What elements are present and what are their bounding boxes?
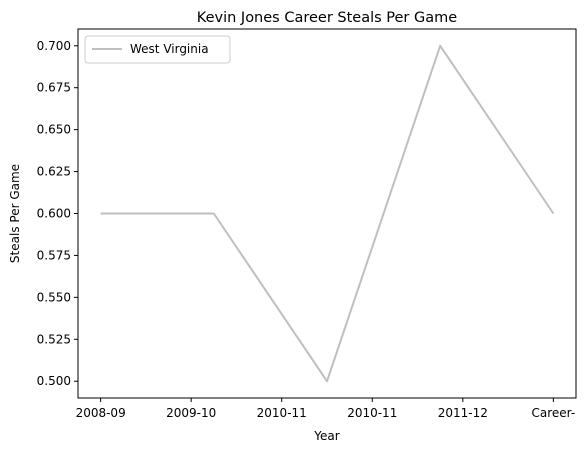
y-axis: 0.500 0.525 0.550 0.575 0.600 0.625 0.650 0.675… — [37, 39, 78, 388]
y-tick-label: 0.525 — [37, 332, 71, 346]
x-tick-label: 2010-11 — [257, 406, 307, 420]
plot-area: 0.500 0.525 0.550 0.575 0.600 0.625 0.650 0.675… — [37, 28, 577, 420]
y-tick-label: 0.575 — [37, 248, 71, 262]
legend: West Virginia — [84, 35, 231, 64]
legend-label: West Virginia — [130, 42, 209, 56]
series-line — [100, 44, 555, 383]
series-layer — [100, 44, 555, 383]
y-tick-label: 0.500 — [37, 374, 71, 388]
y-tick-label: 0.625 — [37, 165, 71, 179]
y-tick-label: 0.600 — [37, 207, 71, 221]
y-tick-label: 0.550 — [37, 290, 71, 304]
y-tick-label: 0.675 — [37, 81, 71, 95]
x-tick-label: 2010-11 — [347, 406, 397, 420]
x-axis-label: Year — [313, 429, 339, 443]
x-axis: 2008-09 2009-10 2010-11 2010-11 2011-12 Caree… — [76, 398, 576, 420]
y-tick-label: 0.700 — [37, 39, 71, 53]
x-tick-label: 2011-12 — [438, 406, 488, 420]
x-tick-label: 2009-10 — [166, 406, 216, 420]
legend-box — [84, 35, 231, 64]
chart-title: Kevin Jones Career Steals Per Game — [197, 10, 457, 26]
x-tick-label: 2008-09 — [76, 406, 126, 420]
y-axis-label: Steals Per Game — [8, 164, 22, 263]
y-tick-label: 0.650 — [37, 123, 71, 137]
x-tick-label: Career- — [532, 406, 576, 420]
